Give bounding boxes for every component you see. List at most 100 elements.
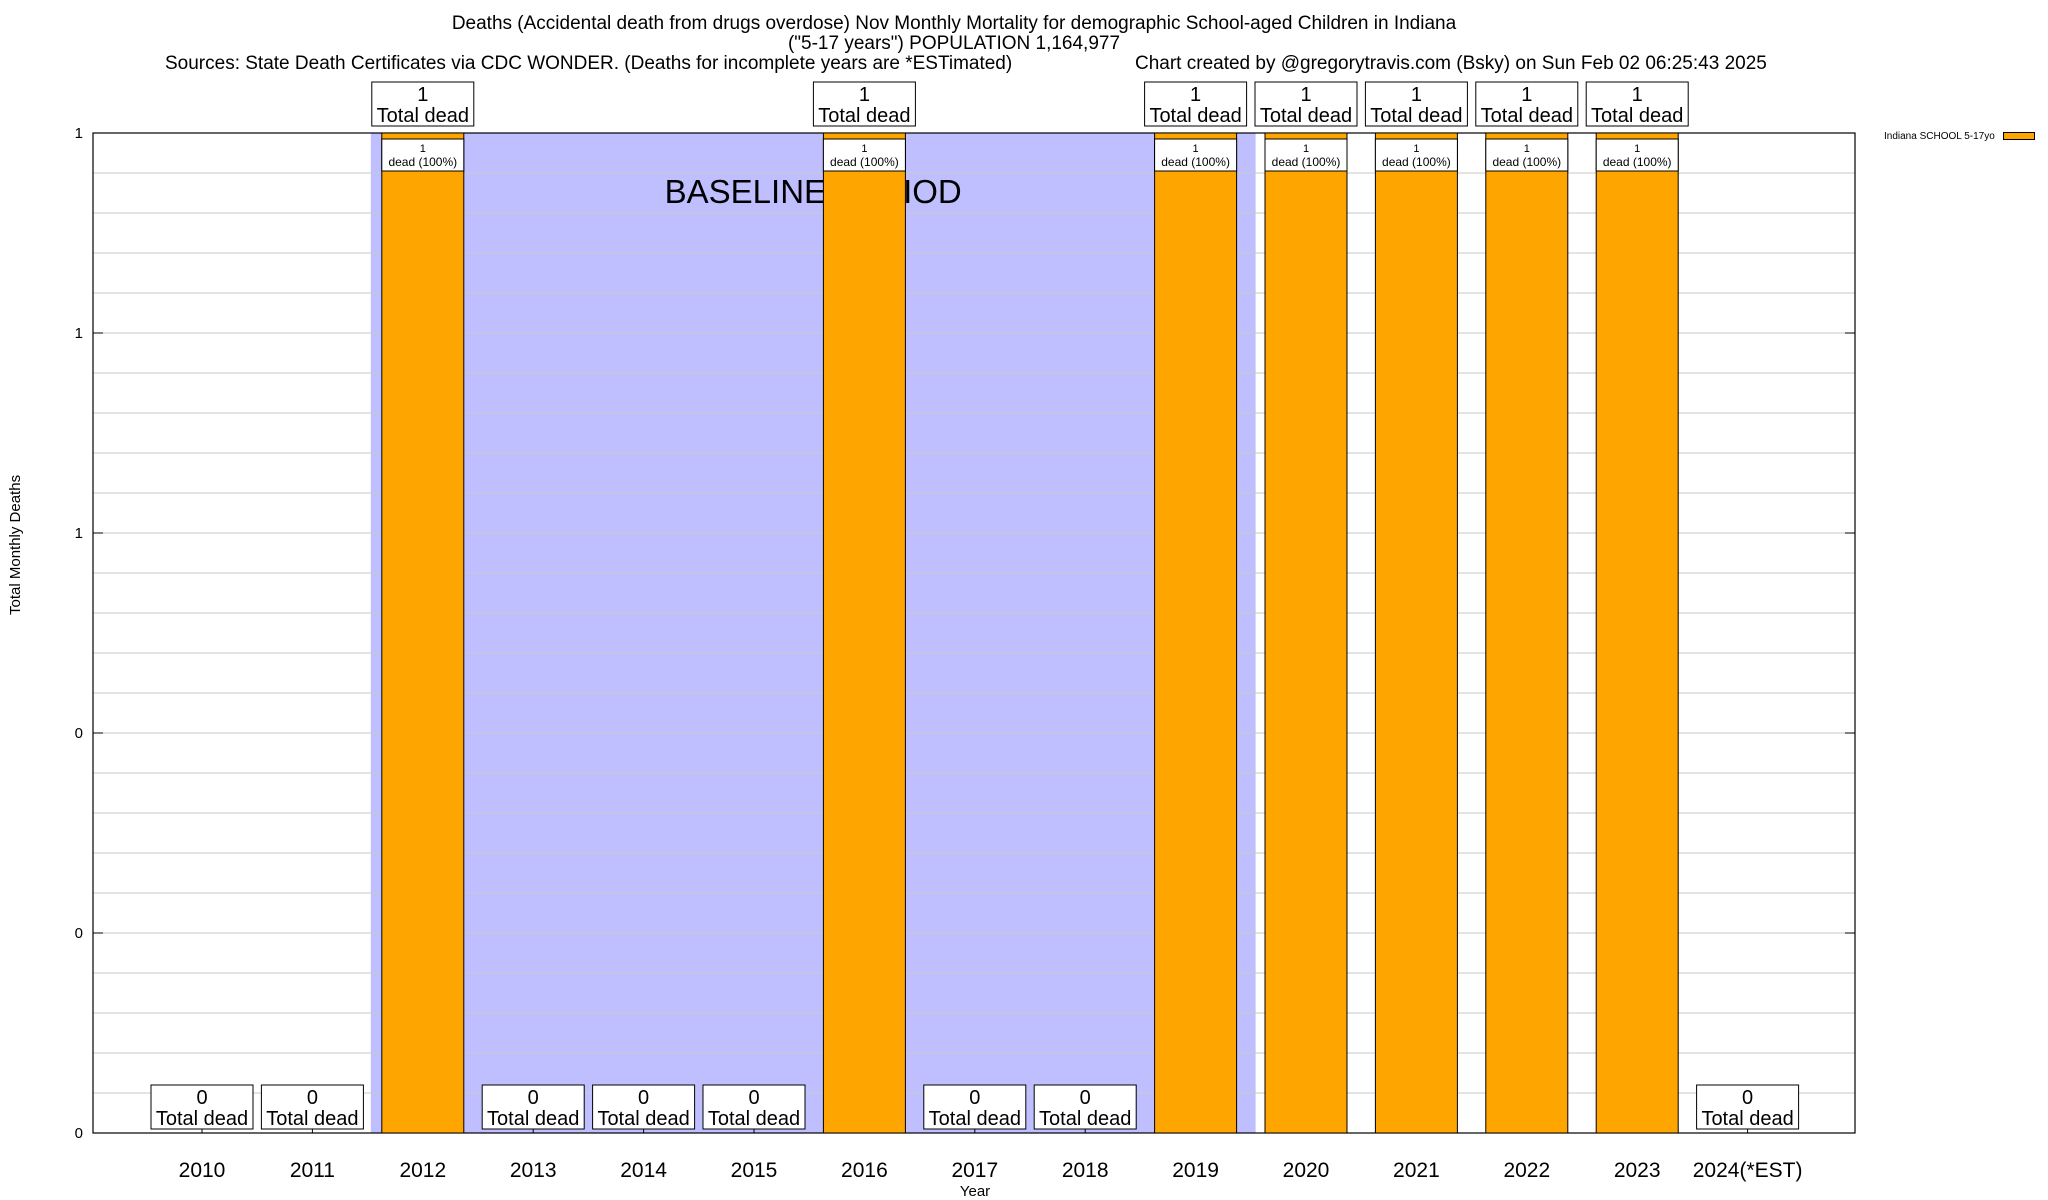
total-label-value: 1	[1411, 84, 1422, 106]
total-label-text: Total dead	[1591, 105, 1683, 127]
total-label-box	[812, 81, 916, 127]
bar	[1595, 132, 1679, 1134]
chart-title: Deaths (Accidental death from drugs over…	[451, 13, 1457, 34]
legend-label: Indiana SCHOOL 5-17yo	[1884, 131, 1995, 142]
total-label-text: Total dead	[1260, 105, 1352, 127]
total-label-text: Total dead	[1481, 105, 1573, 127]
bar-label-value: 1	[1634, 143, 1640, 155]
baseline-period-label: BASELINE PERIOD	[665, 173, 962, 210]
bar	[1264, 132, 1348, 1134]
total-label-text: Total dead	[929, 1108, 1021, 1130]
chart-credit: Chart created by @gregorytravis.com (Bsk…	[1135, 53, 1767, 74]
total-label-text: Total dead	[377, 105, 469, 127]
total-label-text: Total dead	[266, 1108, 358, 1130]
x-tick-label: 2020	[1283, 1159, 1330, 1182]
x-tick-label: 2013	[510, 1159, 557, 1182]
bar	[1154, 132, 1238, 1134]
x-tick-label: 2023	[1614, 1159, 1661, 1182]
total-label-text: Total dead	[1701, 1108, 1793, 1130]
bar-label-text: dead (100%)	[388, 155, 457, 169]
x-tick-label: 2016	[841, 1159, 888, 1182]
x-axis-label: Year	[960, 1183, 990, 1200]
total-label-value: 0	[1080, 1087, 1091, 1109]
total-label-box	[1696, 1084, 1800, 1130]
y-tick-label: 0	[75, 1125, 83, 1142]
total-label-value: 0	[638, 1087, 649, 1109]
bar-label-box	[1485, 138, 1569, 172]
total-label-value: 0	[1742, 1087, 1753, 1109]
total-label-text: Total dead	[1370, 105, 1462, 127]
bar	[1374, 132, 1458, 1134]
chart-sources: Sources: State Death Certificates via CD…	[165, 53, 1013, 74]
y-tick-label: 0	[75, 925, 83, 942]
x-tick-label: 2024(*EST)	[1693, 1159, 1803, 1182]
total-label-text: Total dead	[1149, 105, 1241, 127]
bar-label-box	[381, 138, 465, 172]
plot-frame	[92, 132, 1856, 1134]
y-tick-label: 1	[75, 125, 83, 142]
bar-label-value: 1	[861, 143, 867, 155]
total-label-box	[923, 1084, 1027, 1130]
y-tick-label: 1	[75, 525, 83, 542]
bar-label-value: 1	[1524, 143, 1530, 155]
total-label-box	[371, 81, 475, 127]
total-label-value: 1	[1521, 84, 1532, 106]
x-tick-label: 2022	[1503, 1159, 1550, 1182]
bar-label-box	[822, 138, 906, 172]
total-label-box	[150, 1084, 254, 1130]
total-label-value: 0	[196, 1087, 207, 1109]
total-label-value: 1	[417, 84, 428, 106]
total-label-box	[1254, 81, 1358, 127]
bar-label-box	[1154, 138, 1238, 172]
total-label-value: 0	[969, 1087, 980, 1109]
total-label-value: 1	[1190, 84, 1201, 106]
chart-subtitle: ("5-17 years") POPULATION 1,164,977	[787, 33, 1121, 54]
x-tick-label: 2021	[1393, 1159, 1440, 1182]
bar-label-text: dead (100%)	[1272, 155, 1341, 169]
bar-label-value: 1	[420, 143, 426, 155]
bar-label-box	[1374, 138, 1458, 172]
x-tick-label: 2019	[1172, 1159, 1219, 1182]
total-label-box	[1364, 81, 1468, 127]
total-label-text: Total dead	[1039, 1108, 1131, 1130]
total-label-box	[1475, 81, 1579, 127]
total-label-box	[592, 1084, 696, 1130]
x-tick-label: 2018	[1062, 1159, 1109, 1182]
bar-label-text: dead (100%)	[1603, 155, 1672, 169]
x-tick-label: 2017	[951, 1159, 998, 1182]
total-label-text: Total dead	[156, 1108, 248, 1130]
total-label-text: Total dead	[818, 105, 910, 127]
bar	[381, 132, 465, 1134]
x-tick-label: 2011	[290, 1159, 335, 1182]
total-label-box	[1144, 81, 1248, 127]
total-label-value: 0	[748, 1087, 759, 1109]
y-tick-label: 1	[75, 325, 83, 342]
bar-label-text: dead (100%)	[830, 155, 899, 169]
total-label-value: 1	[859, 84, 870, 106]
baseline-period-band	[370, 133, 1256, 1133]
bar-label-text: dead (100%)	[1382, 155, 1451, 169]
bar-label-text: dead (100%)	[1492, 155, 1561, 169]
total-label-text: Total dead	[708, 1108, 800, 1130]
total-label-box	[1033, 1084, 1137, 1130]
bar-label-value: 1	[1413, 143, 1419, 155]
x-tick-label: 2010	[179, 1159, 226, 1182]
x-tick-label: 2014	[620, 1159, 667, 1182]
total-label-box	[1585, 81, 1689, 127]
bar-label-box	[1264, 138, 1348, 172]
y-tick-label: 0	[75, 725, 83, 742]
bar-label-box	[1595, 138, 1679, 172]
bar	[822, 132, 906, 1134]
total-label-text: Total dead	[597, 1108, 689, 1130]
total-label-text: Total dead	[487, 1108, 579, 1130]
bar-label-text: dead (100%)	[1161, 155, 1230, 169]
legend: Indiana SCHOOL 5-17yo	[1884, 131, 2035, 142]
bar-label-value: 1	[1193, 143, 1199, 155]
legend-swatch	[2002, 132, 2035, 141]
bar-label-value: 1	[1303, 143, 1309, 155]
total-label-value: 1	[1300, 84, 1311, 106]
total-label-value: 1	[1632, 84, 1643, 106]
total-label-box	[481, 1084, 585, 1130]
x-tick-label: 2012	[399, 1159, 446, 1182]
